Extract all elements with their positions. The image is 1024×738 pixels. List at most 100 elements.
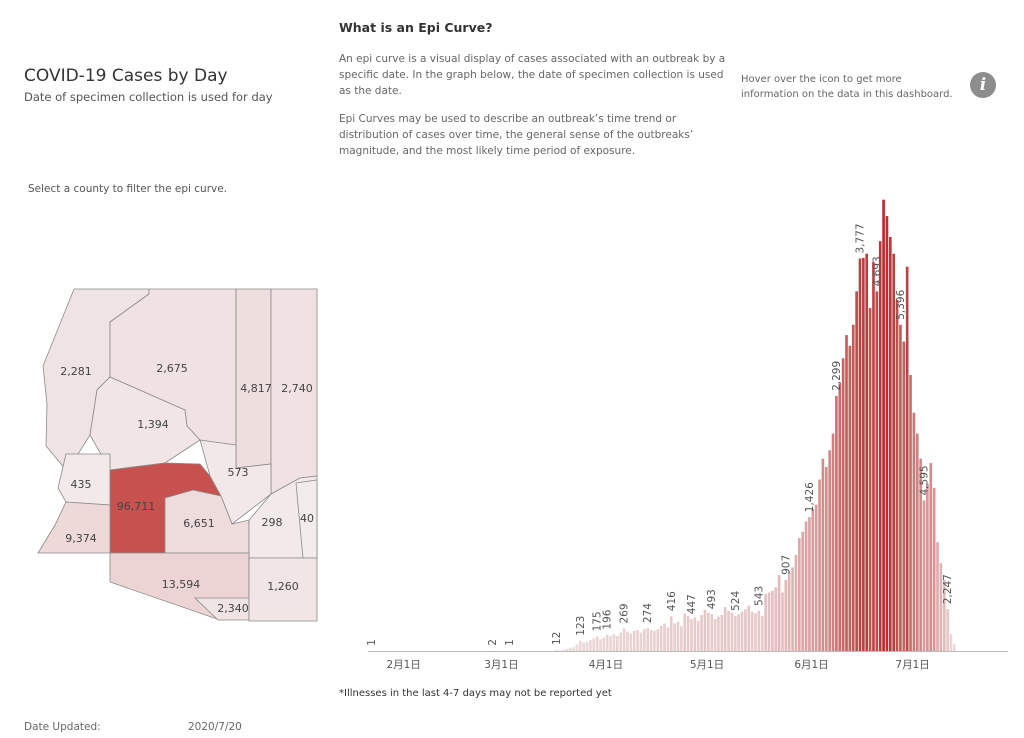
epi-bar[interactable] — [737, 614, 740, 651]
epi-bar[interactable] — [919, 458, 922, 651]
epi-bar[interactable] — [744, 609, 747, 651]
epi-bar[interactable] — [895, 299, 899, 651]
epi-bar[interactable] — [794, 554, 798, 651]
epi-bar[interactable] — [639, 632, 643, 651]
epi-bar[interactable] — [599, 639, 602, 651]
epi-bar[interactable] — [804, 521, 808, 651]
epi-bar[interactable] — [713, 619, 717, 651]
epi-bar[interactable] — [683, 613, 687, 651]
epi-bar[interactable] — [771, 590, 774, 651]
epi-bar[interactable] — [949, 634, 953, 651]
epi-bar[interactable] — [673, 623, 676, 651]
epi-bar[interactable] — [636, 630, 639, 651]
epi-bar[interactable] — [875, 291, 879, 651]
epi-bar[interactable] — [754, 613, 757, 651]
epi-bar[interactable] — [764, 594, 767, 651]
epi-bar[interactable] — [578, 640, 582, 651]
epi-bar[interactable] — [889, 237, 892, 651]
epi-bar[interactable] — [939, 563, 943, 651]
epi-bar[interactable] — [690, 619, 693, 651]
epi-bar[interactable] — [707, 612, 710, 651]
epi-bar[interactable] — [767, 592, 771, 651]
epi-bar[interactable] — [926, 483, 929, 651]
epi-bar[interactable] — [946, 609, 949, 651]
epi-bar[interactable] — [558, 650, 562, 652]
epi-bar[interactable] — [821, 458, 825, 651]
epi-bar[interactable] — [575, 644, 579, 651]
epi-bar[interactable] — [878, 241, 882, 651]
epi-bar[interactable] — [814, 504, 818, 651]
epi-bar[interactable] — [605, 634, 609, 651]
epi-bar[interactable] — [653, 630, 656, 651]
epi-bar[interactable] — [882, 199, 885, 651]
epi-bar[interactable] — [696, 620, 700, 651]
epi-bar[interactable] — [784, 579, 788, 651]
epi-bar[interactable] — [760, 615, 764, 651]
epi-bar[interactable] — [757, 610, 761, 651]
epi-bar[interactable] — [791, 567, 794, 651]
epi-bar[interactable] — [885, 216, 889, 651]
epi-bar[interactable] — [572, 647, 575, 651]
epi-bar[interactable] — [649, 630, 653, 651]
epi-bar[interactable] — [892, 253, 896, 651]
epi-bar[interactable] — [953, 644, 956, 651]
epi-bar[interactable] — [740, 611, 744, 651]
epi-bar[interactable] — [787, 571, 791, 651]
epi-bar[interactable] — [602, 637, 606, 651]
epi-bar[interactable] — [835, 395, 838, 651]
epi-bar[interactable] — [838, 383, 842, 651]
epi-bar[interactable] — [622, 628, 626, 652]
epi-bar[interactable] — [733, 615, 737, 651]
epi-bar[interactable] — [845, 335, 848, 651]
epi-bar[interactable] — [642, 629, 646, 651]
epi-bar[interactable] — [676, 621, 680, 651]
epi-bar[interactable] — [723, 607, 727, 651]
epi-bar[interactable] — [929, 463, 933, 651]
epi-bar[interactable] — [750, 611, 754, 651]
epi-bar[interactable] — [798, 538, 801, 651]
epi-bar[interactable] — [680, 625, 683, 651]
epi-bar[interactable] — [595, 636, 599, 651]
epi-bar[interactable] — [818, 479, 821, 651]
epi-bar[interactable] — [686, 615, 690, 651]
epi-bar[interactable] — [720, 615, 724, 651]
epi-bar[interactable] — [912, 412, 916, 651]
epi-bar[interactable] — [646, 628, 649, 651]
epi-bar[interactable] — [831, 433, 835, 651]
epi-bar[interactable] — [565, 648, 569, 651]
epi-bar[interactable] — [669, 616, 673, 651]
epi-bar[interactable] — [932, 487, 936, 651]
info-icon[interactable]: i — [970, 72, 996, 98]
epi-bar[interactable] — [656, 629, 660, 651]
epi-bar[interactable] — [902, 341, 906, 651]
epi-bar[interactable] — [801, 531, 805, 651]
epi-bar[interactable] — [659, 625, 663, 651]
county-yuma[interactable] — [37, 501, 111, 554]
epi-bar[interactable] — [851, 324, 855, 651]
epi-bar[interactable] — [589, 640, 592, 651]
epi-bar[interactable] — [727, 610, 730, 651]
epi-bar[interactable] — [872, 262, 875, 651]
epi-bar[interactable] — [922, 500, 926, 651]
epi-bar[interactable] — [612, 634, 616, 651]
epi-bar[interactable] — [747, 605, 751, 651]
epi-bar[interactable] — [905, 266, 909, 651]
epi-bar[interactable] — [585, 641, 589, 651]
epi-bar[interactable] — [555, 650, 558, 651]
epi-bar[interactable] — [626, 631, 629, 651]
epi-bar[interactable] — [693, 617, 697, 651]
epi-bar[interactable] — [808, 517, 811, 651]
epi-bar[interactable] — [841, 358, 845, 651]
county-cochise[interactable] — [248, 557, 318, 622]
epi-bar[interactable] — [700, 615, 703, 651]
epi-bar[interactable] — [868, 308, 872, 651]
epi-bar[interactable] — [942, 579, 946, 651]
epi-bar[interactable] — [774, 587, 778, 651]
epi-bar[interactable] — [848, 345, 852, 651]
epi-bar[interactable] — [717, 616, 720, 651]
epi-bar[interactable] — [666, 627, 670, 651]
epi-bar[interactable] — [562, 649, 565, 651]
epi-bar[interactable] — [777, 575, 781, 651]
epi-bar[interactable] — [609, 635, 612, 651]
epi-bar[interactable] — [710, 614, 714, 651]
